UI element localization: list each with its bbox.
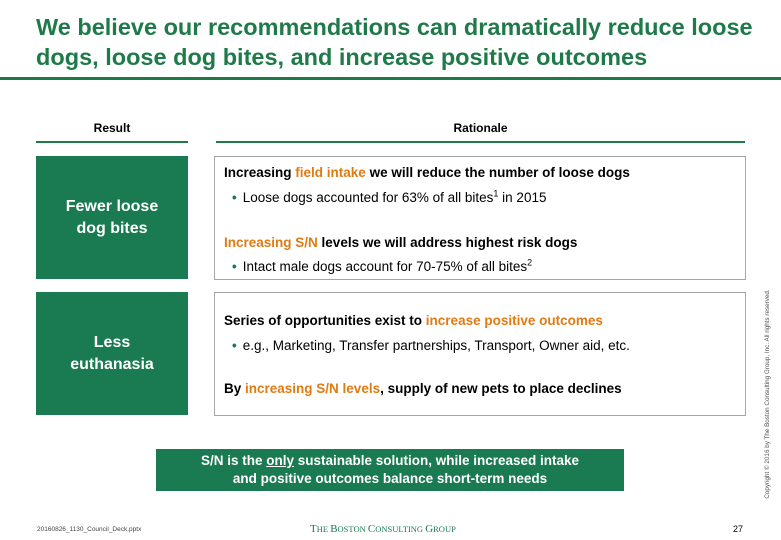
rationale-heading: Increasing S/N levels we will address hi…	[224, 235, 577, 250]
logo-part: T	[310, 523, 317, 535]
rationale-header: Rationale	[453, 121, 508, 135]
bullet-item: • Intact male dogs account for 70-75% of …	[232, 257, 533, 274]
heading-text: By	[224, 381, 246, 396]
logo-part: C	[367, 523, 376, 535]
bullet-text: in 2015	[498, 190, 547, 205]
logo-part: HE	[316, 524, 331, 534]
conclusion-emphasis: only	[266, 453, 294, 468]
rationale-box-euthanasia: Series of opportunities exist to increas…	[214, 292, 746, 416]
conclusion-banner: S/N is the only sustainable solution, wh…	[156, 449, 624, 491]
heading-text: we will reduce the number of loose dogs	[365, 165, 630, 180]
logo-part: ROUP	[433, 524, 456, 534]
heading-highlight: field intake	[295, 165, 366, 180]
footer-filename: 20160826_1130_Council_Deck.pptx	[37, 526, 142, 533]
result-label: Less euthanasia	[70, 333, 154, 373]
footnote-ref: 2	[527, 257, 533, 268]
bullet-icon: •	[232, 259, 237, 274]
result-header: Result	[93, 121, 131, 135]
rationale-heading: By increasing S/N levels, supply of new …	[224, 381, 622, 396]
bullet-item: • Loose dogs accounted for 63% of all bit…	[232, 188, 547, 205]
slide-title: We believe our recommendations can drama…	[36, 14, 753, 70]
rationale-header-rule	[216, 141, 745, 143]
rationale-heading: Increasing field intake we will reduce t…	[224, 165, 630, 180]
bullet-text: Intact male dogs account for 70-75% of a…	[242, 259, 528, 274]
footnote-ref: 1	[493, 188, 499, 199]
rationale-box-bites: Increasing field intake we will reduce t…	[214, 156, 746, 280]
logo-part: ONSULTING	[375, 524, 426, 534]
heading-text: , supply of new pets to place declines	[380, 381, 622, 396]
heading-text: Series of opportunities exist to	[224, 313, 426, 328]
bullet-text: e.g., Marketing, Transfer partnerships, …	[242, 338, 630, 353]
result-fewer-bites: Fewer loose dog bites	[36, 156, 188, 279]
logo-part: B	[330, 523, 338, 535]
heading-text: levels we will address highest risk dogs	[317, 235, 578, 250]
rationale-heading: Series of opportunities exist to increas…	[224, 313, 603, 328]
result-label: Fewer loose dog bites	[65, 197, 159, 237]
logo-part: OSTON	[337, 524, 368, 534]
bullet-text: Loose dogs accounted for 63% of all bite…	[242, 190, 494, 205]
heading-text: Increasing	[224, 165, 296, 180]
bcg-logo: THE BOSTON CONSULTING GROUP	[310, 523, 456, 535]
copyright-notice: Copyright © 2016 by The Boston Consultin…	[764, 289, 771, 499]
heading-highlight: Increasing S/N	[224, 235, 318, 250]
bullet-item: • e.g., Marketing, Transfer partnerships,…	[232, 338, 630, 353]
heading-highlight: increasing S/N levels	[245, 381, 381, 396]
logo-part: G	[425, 523, 434, 535]
bullet-icon: •	[232, 338, 237, 353]
conclusion-text: sustainable solution, while increased in…	[293, 453, 580, 468]
conclusion-text: S/N is the	[200, 453, 267, 468]
bullet-icon: •	[232, 190, 237, 205]
title-divider	[0, 77, 781, 80]
conclusion-line-2: and positive outcomes balance short-term…	[232, 471, 548, 486]
conclusion-line-1: S/N is the only sustainable solution, wh…	[156, 452, 624, 470]
result-less-euthanasia: Less euthanasia	[36, 292, 188, 415]
heading-highlight: increase positive outcomes	[425, 313, 603, 328]
result-header-rule	[36, 141, 188, 143]
page-number: 27	[733, 524, 744, 534]
